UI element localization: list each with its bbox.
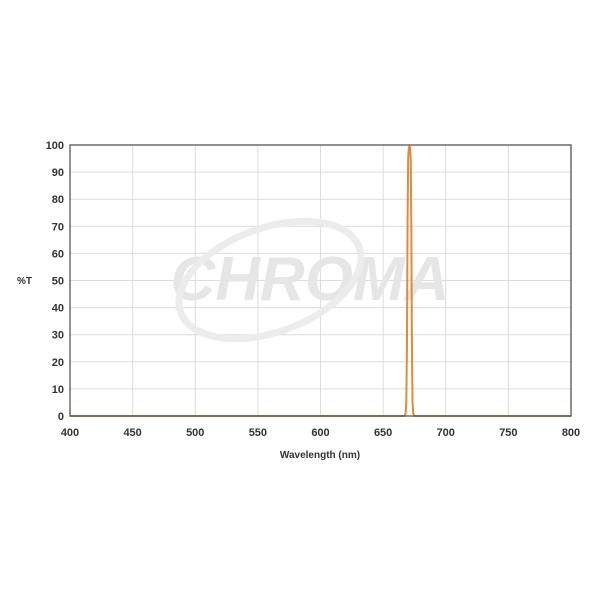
- y-axis-label: %T: [17, 276, 32, 287]
- y-tick-label: 80: [52, 194, 64, 206]
- x-tick-label: 650: [374, 427, 392, 439]
- x-tick-label: 450: [123, 427, 141, 439]
- y-tick-label: 100: [46, 140, 64, 152]
- x-tick-label: 800: [562, 427, 580, 439]
- plot-frame: [69, 144, 572, 417]
- y-tick-label: 60: [52, 248, 64, 260]
- y-tick-label: 0: [58, 411, 64, 423]
- watermark-swoosh: [175, 217, 365, 343]
- transmission-curve: [70, 145, 571, 417]
- x-tick-label: 700: [437, 427, 455, 439]
- y-tick-label: 20: [52, 357, 64, 369]
- y-tick-label: 40: [52, 303, 64, 315]
- x-axis-label: Wavelength (nm): [280, 450, 360, 461]
- x-tick-label: 600: [311, 427, 329, 439]
- x-tick-label: 750: [499, 427, 517, 439]
- chroma-watermark: CHROMA: [171, 245, 450, 314]
- y-tick-label: 50: [52, 276, 64, 288]
- y-tick-label: 10: [52, 384, 64, 396]
- y-tick-label: 90: [52, 167, 64, 179]
- grid: [69, 144, 572, 417]
- x-tick-label: 400: [61, 427, 79, 439]
- series: [70, 145, 571, 417]
- x-tick-label: 500: [186, 427, 204, 439]
- y-tick-label: 30: [52, 330, 64, 342]
- ticks: 400 450 500 550 600 650 700 750 800 0 10 20 30 40 50 60…: [46, 140, 581, 439]
- y-tick-label: 70: [52, 221, 64, 233]
- x-tick-label: 550: [249, 427, 267, 439]
